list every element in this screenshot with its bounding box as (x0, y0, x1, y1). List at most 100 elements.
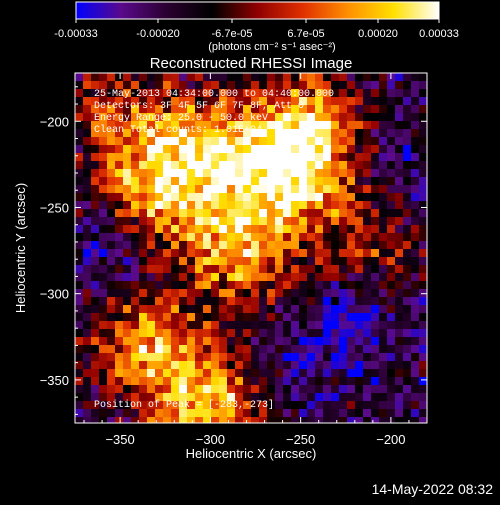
heatmap-cell (251, 105, 259, 113)
heatmap-cell (387, 121, 395, 129)
heatmap-cell (307, 281, 315, 289)
heatmap-cell (291, 153, 299, 161)
heatmap-cell (395, 97, 403, 105)
heatmap-cell (411, 361, 419, 369)
heatmap-cell (267, 281, 275, 289)
heatmap-cell (283, 313, 291, 321)
heatmap-cell (315, 369, 323, 377)
heatmap-cell (395, 225, 403, 233)
heatmap-cell (211, 177, 219, 185)
heatmap-cell (411, 137, 419, 145)
heatmap-cell (275, 417, 283, 423)
heatmap-cell (115, 417, 123, 423)
heatmap-cell (403, 321, 411, 329)
heatmap-cell (355, 185, 363, 193)
heatmap-cell (139, 329, 147, 337)
heatmap-cell (339, 417, 347, 423)
heatmap-cell (395, 113, 403, 121)
heatmap-cell (195, 345, 203, 353)
heatmap-cell (139, 193, 147, 201)
heatmap-cell (235, 97, 243, 105)
heatmap-cell (147, 97, 155, 105)
heatmap-cell (363, 105, 371, 113)
heatmap-cell (195, 353, 203, 361)
heatmap-cell (395, 409, 403, 417)
heatmap-cell (315, 137, 323, 145)
heatmap-cell (139, 81, 147, 89)
heatmap-cell (291, 121, 299, 129)
heatmap-cell (307, 265, 315, 273)
heatmap-cell (211, 393, 219, 401)
heatmap-cell (99, 249, 107, 257)
heatmap-cell (179, 81, 187, 89)
heatmap-cell (219, 297, 227, 305)
heatmap-cell (299, 329, 307, 337)
heatmap-cell (315, 161, 323, 169)
heatmap-cell (387, 289, 395, 297)
heatmap-cell (211, 185, 219, 193)
heatmap-cell (419, 393, 427, 401)
heatmap-cell (283, 209, 291, 217)
heatmap-cell (139, 121, 147, 129)
heatmap-cell (155, 233, 163, 241)
heatmap-cell (395, 265, 403, 273)
heatmap-cell (83, 305, 91, 313)
heatmap-cell (275, 401, 283, 409)
heatmap-cell (227, 201, 235, 209)
heatmap-cell (275, 409, 283, 417)
heatmap-cell (203, 401, 211, 409)
heatmap-cell (179, 265, 187, 273)
heatmap-cell (227, 209, 235, 217)
heatmap-cell (147, 177, 155, 185)
heatmap-cell (371, 249, 379, 257)
heatmap-cell (171, 169, 179, 177)
heatmap-cell (155, 337, 163, 345)
heatmap-cell (395, 321, 403, 329)
heatmap-cell (419, 169, 427, 177)
heatmap-cell (339, 265, 347, 273)
heatmap-cell (379, 401, 387, 409)
heatmap-cell (339, 89, 347, 97)
heatmap-cell (275, 201, 283, 209)
heatmap-cell (195, 233, 203, 241)
heatmap-cell (107, 401, 115, 409)
heatmap-cell (275, 321, 283, 329)
heatmap-cell (99, 169, 107, 177)
heatmap-cell (347, 369, 355, 377)
heatmap-cell (395, 121, 403, 129)
heatmap-cell (267, 89, 275, 97)
heatmap-cell (123, 209, 131, 217)
heatmap-cell (219, 401, 227, 409)
heatmap-cell (139, 353, 147, 361)
heatmap-cell (99, 81, 107, 89)
heatmap-cell (411, 217, 419, 225)
heatmap-cell (171, 129, 179, 137)
heatmap-cell (355, 369, 363, 377)
heatmap-cell (379, 113, 387, 121)
heatmap-cell (299, 265, 307, 273)
heatmap-cell (155, 73, 163, 81)
heatmap-cell (155, 137, 163, 145)
heatmap-cell (347, 137, 355, 145)
heatmap-cell (227, 81, 235, 89)
heatmap-cell (123, 105, 131, 113)
heatmap-cell (299, 153, 307, 161)
heatmap-cell (411, 377, 419, 385)
heatmap-cell (219, 129, 227, 137)
heatmap-cell (147, 337, 155, 345)
heatmap-cell (83, 289, 91, 297)
heatmap-cell (259, 345, 267, 353)
heatmap-cell (315, 193, 323, 201)
heatmap-cell (75, 193, 83, 201)
heatmap-cell (187, 369, 195, 377)
heatmap-cell (75, 345, 83, 353)
heatmap-cell (347, 169, 355, 177)
heatmap-cell (107, 409, 115, 417)
heatmap-cell (411, 273, 419, 281)
heatmap-cell (403, 385, 411, 393)
heatmap-cell (91, 417, 99, 423)
heatmap-cell (259, 417, 267, 423)
heatmap-cell (99, 201, 107, 209)
heatmap-cell (371, 297, 379, 305)
heatmap-cell (243, 185, 251, 193)
